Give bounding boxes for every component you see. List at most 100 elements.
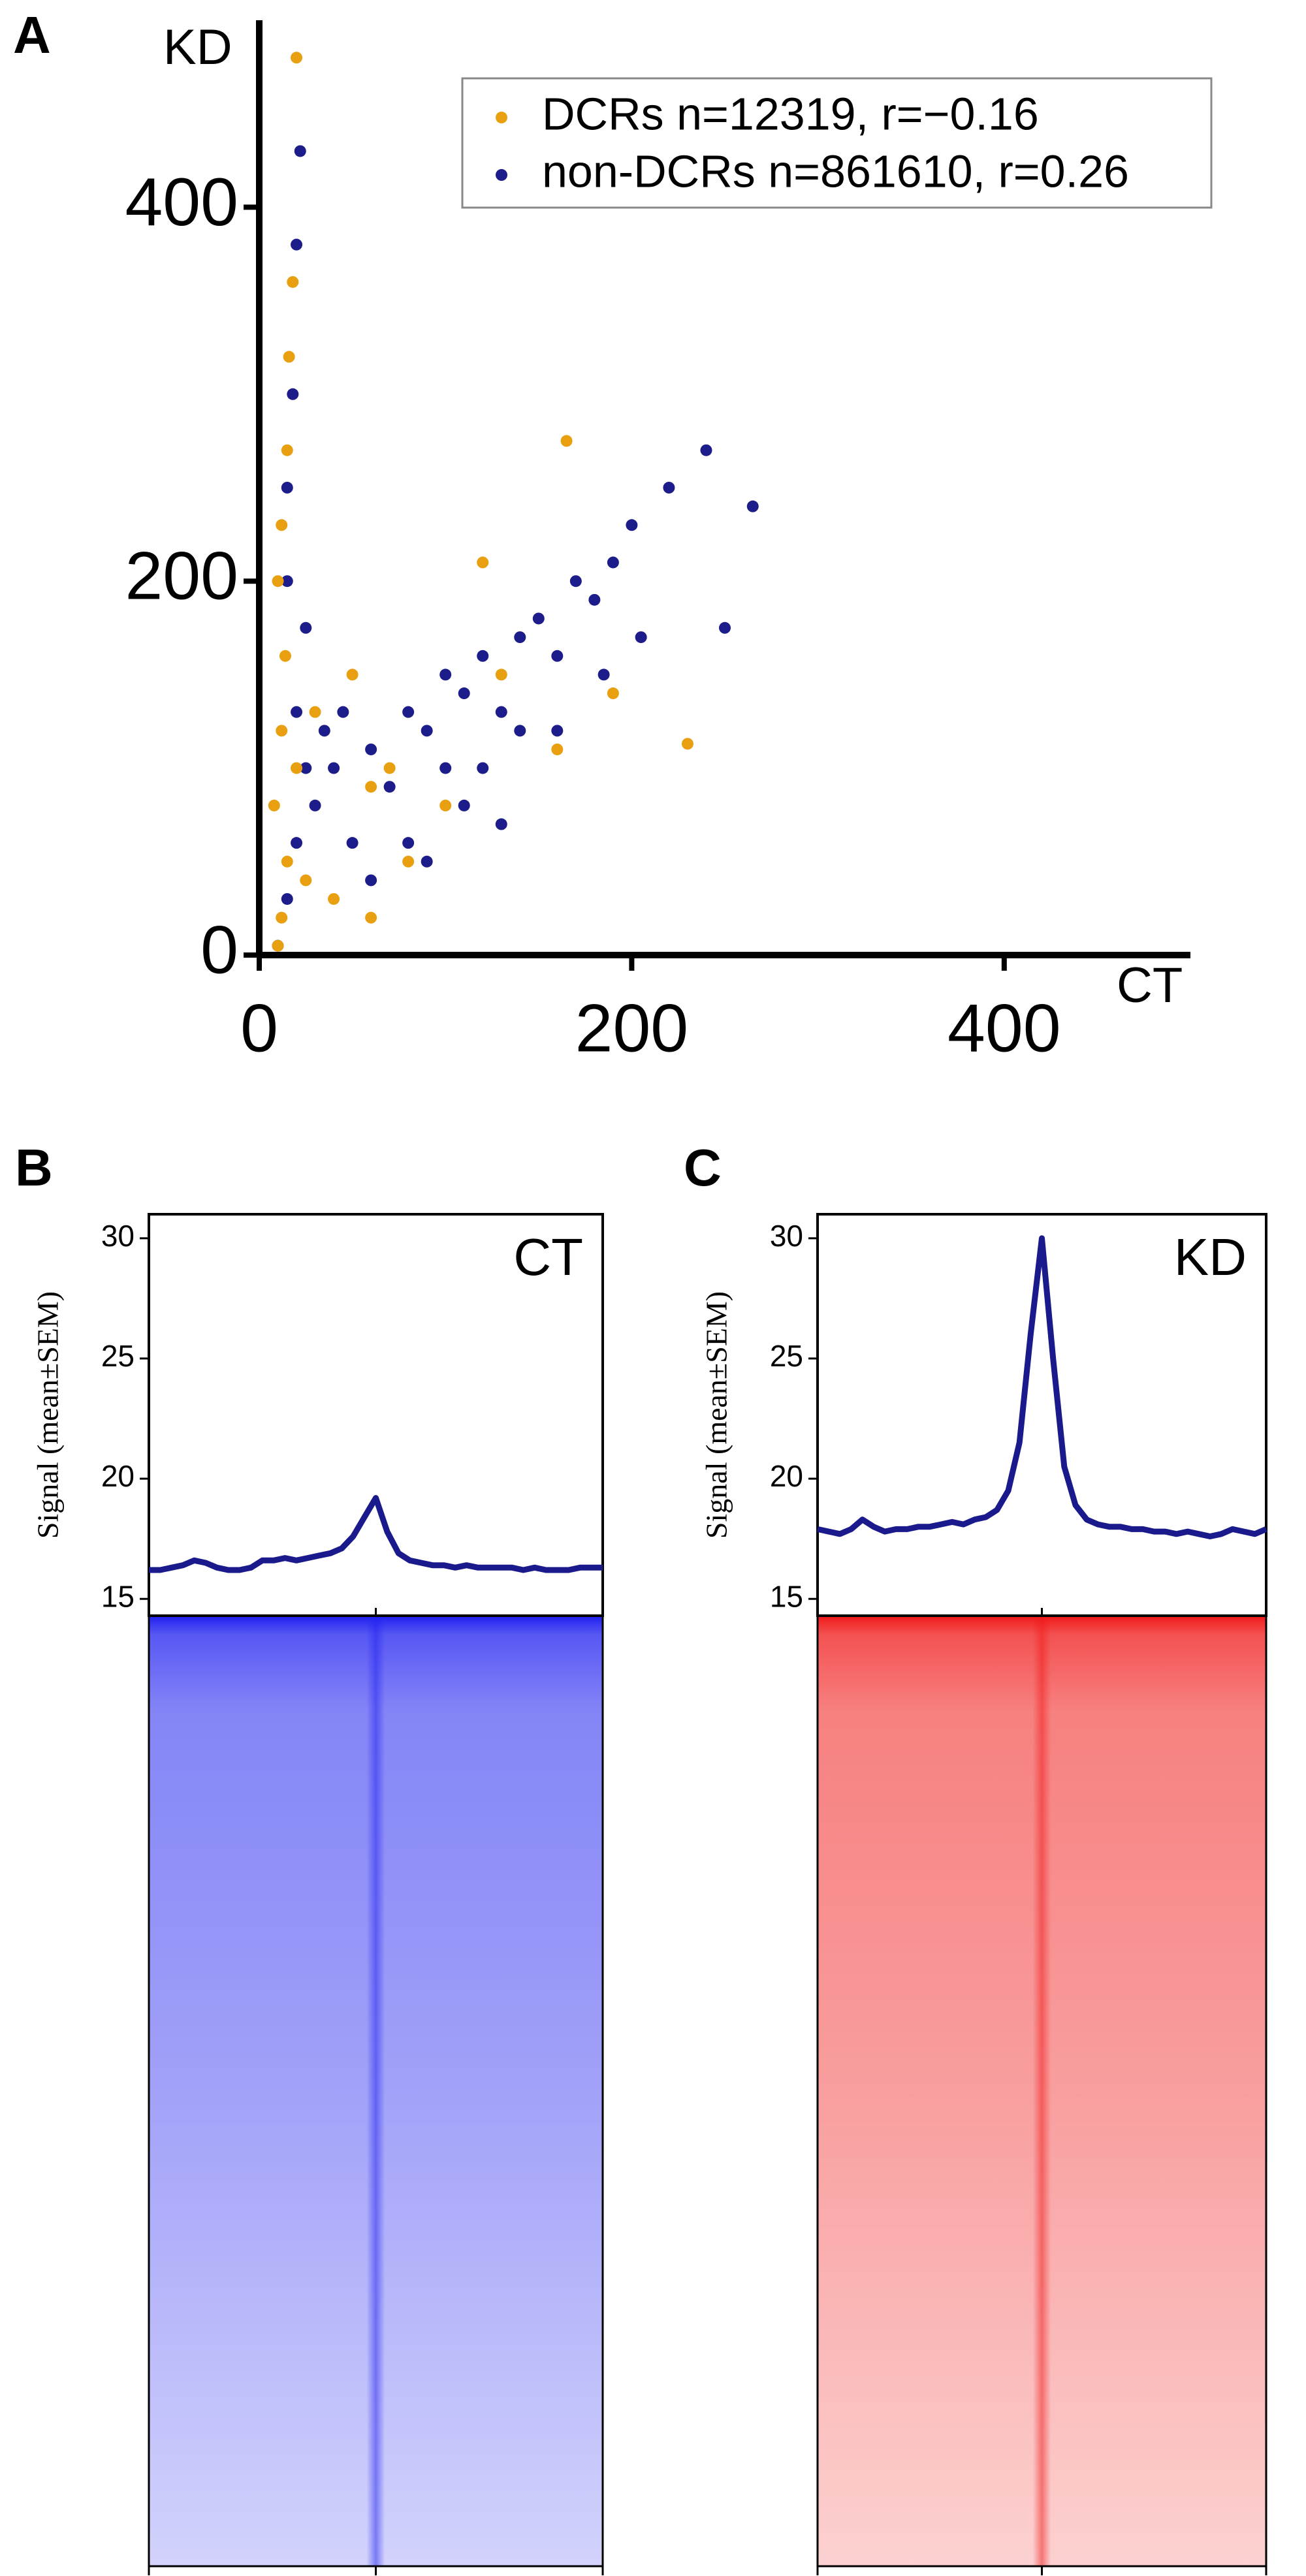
y-tick-label: 15 xyxy=(770,1579,803,1613)
scatter-point xyxy=(281,893,293,905)
scatter-point xyxy=(291,238,303,251)
scatter-point xyxy=(532,612,545,625)
scatter-point xyxy=(272,939,284,952)
scatter-point xyxy=(281,444,293,456)
panel-label: C xyxy=(684,1139,722,1197)
y-axis-label: KD xyxy=(163,20,232,75)
scatter-point xyxy=(365,781,377,793)
scatter-point xyxy=(272,575,284,588)
scatter-point xyxy=(421,855,433,868)
condition-label: CT xyxy=(513,1228,583,1286)
scatter-point xyxy=(318,725,330,737)
scatter-point xyxy=(458,687,470,700)
x-axis-label: CT xyxy=(1117,958,1183,1013)
y-tick-label: 200 xyxy=(125,539,238,614)
scatter-point xyxy=(365,743,377,755)
scatter-point xyxy=(346,837,358,849)
scatter-point xyxy=(551,650,564,662)
scatter-point xyxy=(402,837,415,849)
scatter-point xyxy=(626,519,638,531)
scatter-point xyxy=(281,482,293,494)
scatter-point xyxy=(346,668,358,681)
scatter-point xyxy=(514,725,526,737)
scatter-point xyxy=(337,706,349,718)
scatter-point xyxy=(700,444,712,456)
profile-line xyxy=(817,1235,1267,1539)
scatter-point xyxy=(291,837,303,849)
scatter-point xyxy=(588,593,601,606)
x-tick-label: 400 xyxy=(948,990,1061,1066)
condition-label: KD xyxy=(1174,1228,1247,1286)
scatter-point xyxy=(300,621,312,634)
scatter-point xyxy=(402,706,415,718)
y-tick-label: 0 xyxy=(200,912,238,988)
scatter-point xyxy=(309,706,321,718)
scatter-point xyxy=(281,855,293,868)
legend-marker xyxy=(496,112,507,123)
scatter-point xyxy=(291,706,303,718)
scatter-point xyxy=(300,874,312,887)
y-tick-label: 25 xyxy=(770,1339,803,1373)
scatter-point xyxy=(495,706,507,718)
panel-label: A xyxy=(13,6,51,64)
scatter-point xyxy=(439,668,452,681)
scatter-point xyxy=(383,781,396,793)
profile-line xyxy=(149,1495,603,1573)
scatter-point xyxy=(291,762,303,774)
y-tick-label: 20 xyxy=(770,1459,803,1493)
scatter-point xyxy=(569,575,582,588)
legend-box xyxy=(461,77,1213,209)
scatter-point xyxy=(477,650,489,662)
scatter-point xyxy=(268,799,280,811)
scatter-point xyxy=(291,52,303,64)
scatter-point xyxy=(421,725,433,737)
plot-frame xyxy=(148,1213,604,1617)
y-tick-label: 20 xyxy=(101,1459,135,1493)
y-tick-label: 25 xyxy=(101,1339,135,1373)
scatter-point xyxy=(663,482,675,494)
scatter-point xyxy=(279,650,291,662)
scatter-point xyxy=(309,799,321,811)
heatmap-center xyxy=(366,1616,385,2566)
y-axis-label: Signal (mean±SEM) xyxy=(700,1291,733,1539)
scatter-point xyxy=(495,818,507,830)
scatter-point xyxy=(287,275,299,288)
scatter-point xyxy=(328,893,340,905)
scatter-point xyxy=(294,145,306,157)
heatmap-center xyxy=(1032,1616,1051,2566)
scatter-point xyxy=(383,762,396,774)
legend-marker xyxy=(496,169,507,181)
x-tick-label: 200 xyxy=(575,990,689,1066)
scatter-point xyxy=(328,762,340,774)
scatter-point xyxy=(560,435,573,447)
scatter-point xyxy=(719,621,731,634)
scatter-point xyxy=(514,631,526,644)
y-tick-label: 30 xyxy=(770,1219,803,1253)
scatter-point xyxy=(495,668,507,681)
scatter-point xyxy=(635,631,647,644)
y-tick-label: 30 xyxy=(101,1219,135,1253)
scatter-point xyxy=(458,799,470,811)
y-tick-label: 15 xyxy=(101,1579,135,1613)
scatter-point xyxy=(300,762,312,774)
scatter-point xyxy=(551,743,564,755)
scatter-point xyxy=(365,911,377,924)
scatter-point xyxy=(276,519,288,531)
panel-label: B xyxy=(15,1139,53,1197)
scatter-point xyxy=(439,762,452,774)
x-tick-label: 0 xyxy=(240,990,278,1066)
scatter-point xyxy=(607,556,619,569)
legend-label: non-DCRs n=861610, r=0.26 xyxy=(542,146,1129,196)
scatter-point xyxy=(597,668,610,681)
scatter-point xyxy=(551,725,564,737)
scatter-point xyxy=(276,725,288,737)
scatter-point xyxy=(439,799,452,811)
scatter-point xyxy=(287,388,299,400)
scatter-point xyxy=(283,351,295,363)
scatter-point xyxy=(477,762,489,774)
scatter-point xyxy=(607,687,619,700)
scatter-point xyxy=(477,556,489,569)
y-tick-label: 400 xyxy=(125,165,238,240)
scatter-point xyxy=(281,575,293,588)
